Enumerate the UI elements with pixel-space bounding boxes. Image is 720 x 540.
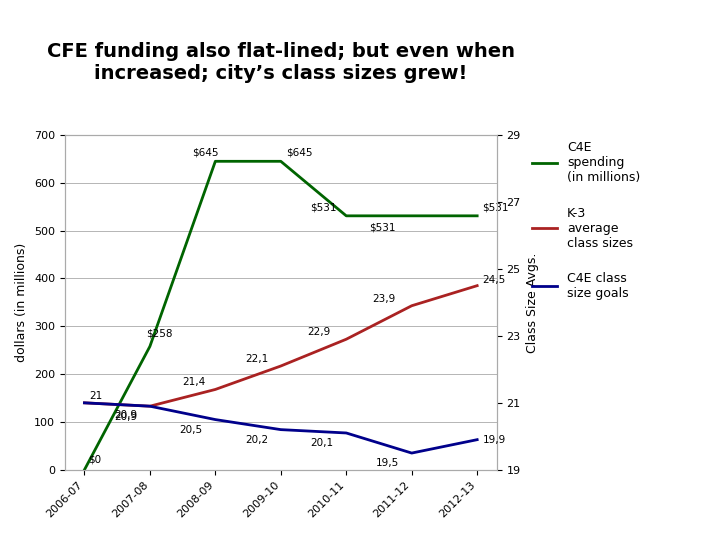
Text: 21: 21 — [90, 391, 103, 401]
Text: 20,5: 20,5 — [179, 425, 202, 435]
Text: $258: $258 — [147, 329, 173, 339]
Text: $645: $645 — [192, 147, 219, 158]
Text: 19,5: 19,5 — [376, 458, 399, 469]
Text: $645: $645 — [286, 147, 312, 158]
Text: 20,1: 20,1 — [310, 438, 333, 448]
Text: 23,9: 23,9 — [372, 294, 396, 303]
Text: $0: $0 — [88, 455, 101, 464]
Legend: C4E
spending
(in millions), K-3
average
class sizes, C4E class
size goals: C4E spending (in millions), K-3 average … — [532, 141, 640, 300]
Text: 22,1: 22,1 — [245, 354, 268, 364]
Text: 21,4: 21,4 — [183, 377, 206, 387]
Y-axis label: Class Size Avgs.: Class Size Avgs. — [526, 252, 539, 353]
Text: 20,2: 20,2 — [245, 435, 268, 445]
Text: $531: $531 — [482, 202, 509, 212]
Text: $531: $531 — [369, 222, 396, 232]
Y-axis label: dollars (in millions): dollars (in millions) — [15, 243, 28, 362]
Text: 20,9: 20,9 — [114, 410, 137, 420]
Text: 20,9: 20,9 — [114, 411, 137, 422]
Text: 22,9: 22,9 — [307, 327, 330, 337]
Text: $531: $531 — [310, 202, 337, 212]
Text: CFE funding also flat-lined; but even when
increased; city’s class sizes grew!: CFE funding also flat-lined; but even wh… — [47, 42, 515, 83]
Text: 19,9: 19,9 — [482, 435, 505, 445]
Text: 24,5: 24,5 — [482, 275, 505, 285]
